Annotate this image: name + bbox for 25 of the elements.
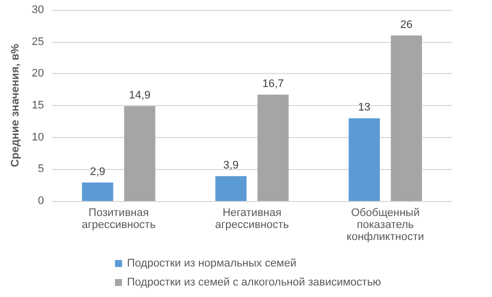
bar (215, 176, 247, 201)
bar (82, 182, 114, 201)
x-tick-label: Негативная агрессивность (215, 207, 290, 231)
y-axis-title: Средние значения, в% (9, 44, 22, 168)
data-label: 3,9 (223, 160, 239, 172)
y-tick-label: 15 (32, 100, 44, 112)
y-tick-label: 10 (32, 131, 44, 144)
data-label: 26 (400, 18, 413, 31)
bar (348, 118, 380, 201)
data-label: 2,9 (90, 166, 106, 178)
legend-label: Подростки из семей с алкогольной зависимостью (127, 276, 382, 288)
y-tick-label: 20 (32, 68, 44, 80)
y-tick-label: 0 (38, 195, 44, 207)
y-tick-label: 5 (38, 163, 44, 176)
legend-label: Подростки из нормальных семей (127, 258, 296, 270)
bar (257, 94, 289, 201)
x-tick-label: Обобщенный показатель конфликтности (346, 207, 424, 243)
bar (124, 106, 156, 201)
y-tick-label: 25 (32, 36, 44, 48)
data-label: 16,7 (262, 78, 284, 90)
y-tick-label: 30 (32, 4, 44, 16)
data-label: 14,9 (129, 90, 150, 102)
data-label: 13 (358, 102, 370, 114)
bar (390, 35, 422, 201)
x-tick-label: Позитивная агрессивность (82, 207, 156, 231)
